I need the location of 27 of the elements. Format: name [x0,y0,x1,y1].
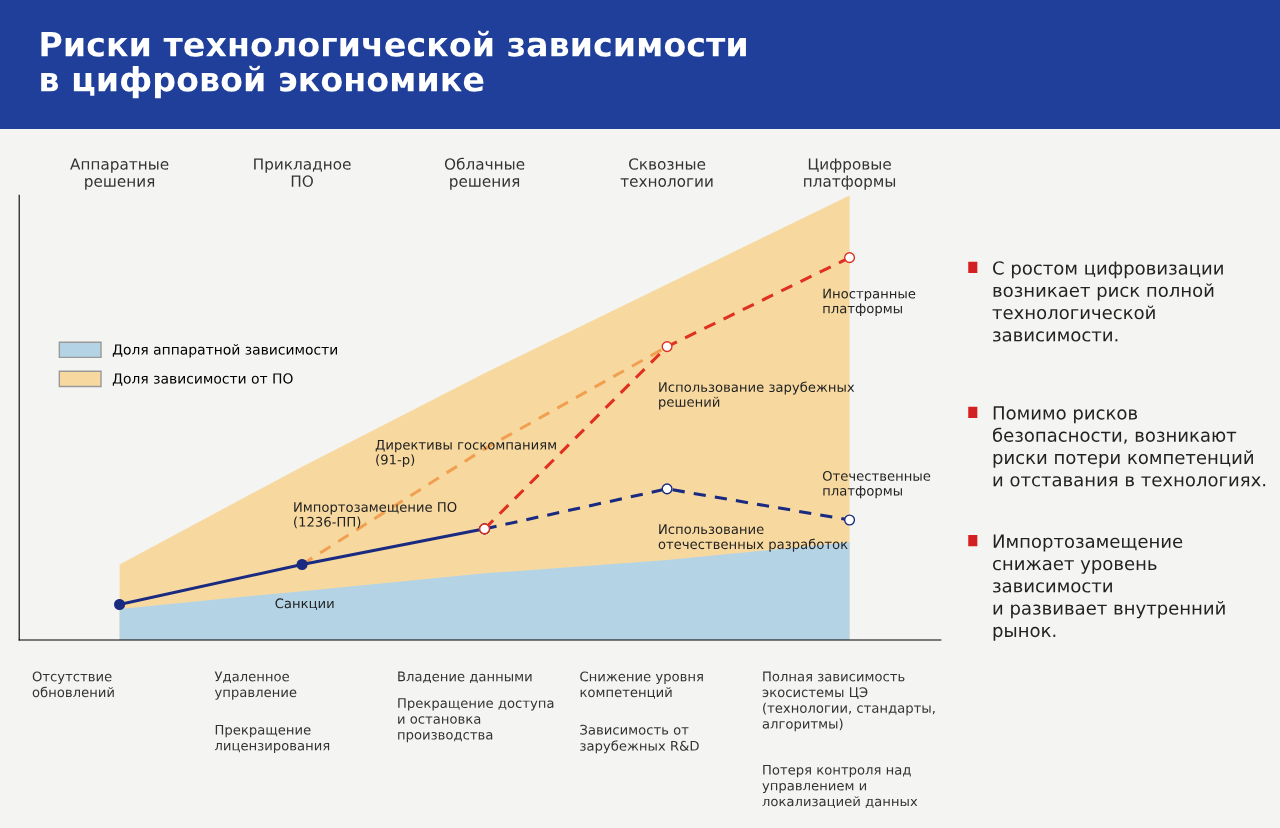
x-tick-label: Цифровые платформы [804,158,896,190]
text: Полная зависимость экосистемы ЦЭ (технологии, стандарты, алгоритмы) [762,671,935,732]
text: Прекращение доступа и остановка производства [398,698,554,743]
annotation: Использование отечественных разработок [658,524,848,552]
annotation: Санкции [275,598,334,610]
annotation: Использование зарубежных решений [659,381,855,410]
legend-label: Доля аппаратной зависимости [112,344,337,358]
x-tick-label: Аппаратные решения [70,158,169,190]
annotation: Иностранные платформы [823,288,916,316]
text: Зависимость от зарубежных R&D [580,724,699,754]
text: Помимо рисков безопасности, возникают риски потери компетенций и отставания в технологиях. [992,406,1266,487]
text: Потеря контроля над управлением и локализацией данных [762,764,918,808]
text: С ростом цифровизации возникает риск полной технологической зависимости. [992,261,1223,342]
text: Импортозамещение снижает уровень зависимости и развивает внутренний рынок. [993,534,1225,641]
text: Удаленное управление [214,671,297,700]
annotation: Директивы госкомпаниям (91-р) [375,439,556,468]
text: Прекращение лицензирования [214,724,330,754]
x-tick-label: Облачные решения [444,157,525,190]
text: Снижение уровня компетенций [580,671,703,699]
text: Отсутствие обновлений [32,671,114,698]
legend-label: Доля зависимости от ПО [112,373,293,386]
text: Владение данными [398,671,532,684]
x-tick-label: Сквозные технологии [620,158,713,187]
annotation: Импортозамещение ПО (1236-ПП) [294,502,457,529]
x-tick-label: Прикладное ПО [254,158,351,187]
annotation: Отечественные платформы [822,470,931,499]
chart-title: Риски технологической зависимости в цифровой экономике [41,30,746,99]
